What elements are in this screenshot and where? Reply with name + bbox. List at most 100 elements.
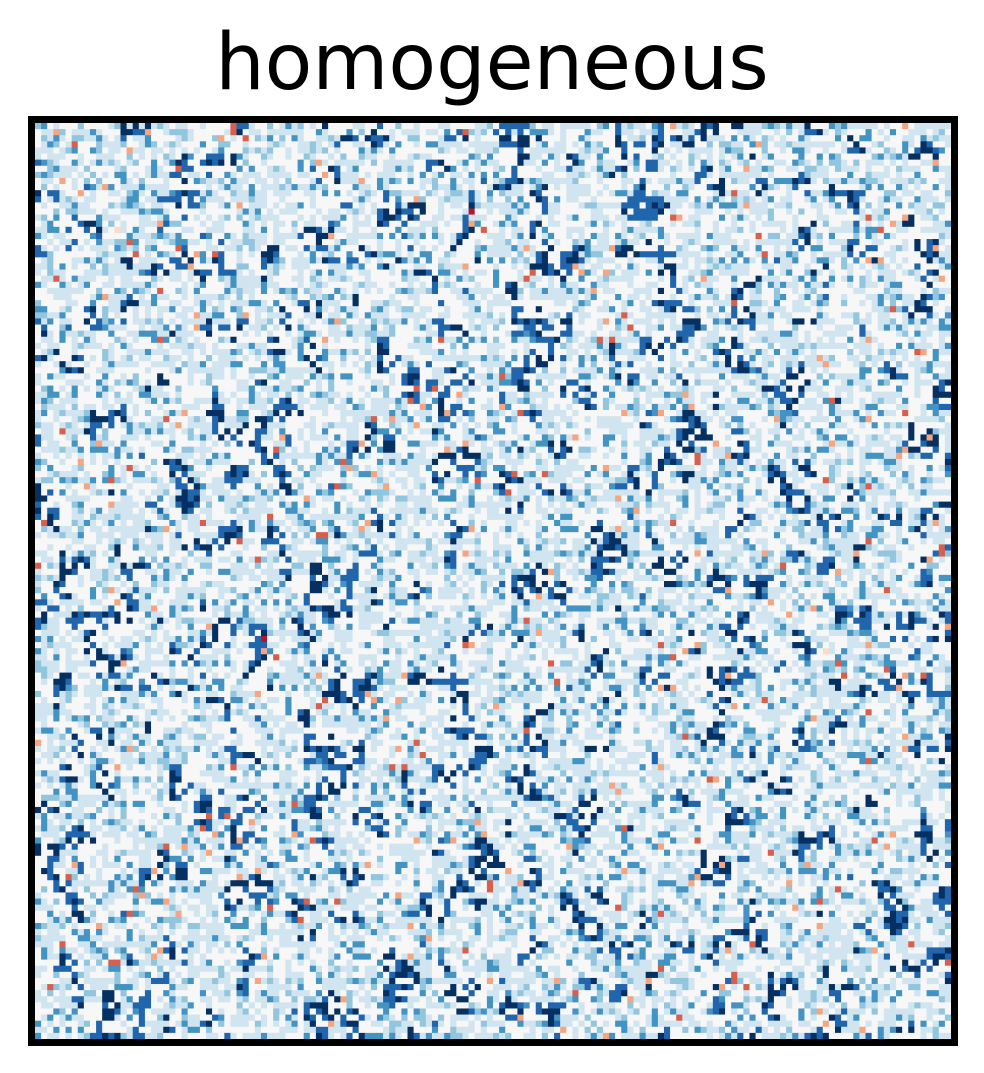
heatmap-cell bbox=[572, 275, 579, 283]
heatmap-cell bbox=[218, 184, 225, 191]
heatmap-cell bbox=[35, 159, 42, 167]
heatmap-cell bbox=[383, 312, 390, 319]
heatmap-cell bbox=[547, 263, 555, 270]
heatmap-cell bbox=[505, 135, 512, 142]
heatmap-cell bbox=[242, 190, 250, 197]
heatmap-cell bbox=[853, 220, 860, 228]
heatmap-cell bbox=[676, 159, 683, 167]
heatmap-cell bbox=[822, 141, 830, 148]
heatmap-cell bbox=[529, 257, 537, 264]
heatmap-cell bbox=[566, 141, 573, 148]
heatmap-cell bbox=[889, 257, 897, 264]
heatmap-cell bbox=[841, 141, 848, 148]
heatmap-cell bbox=[688, 300, 695, 307]
heatmap-cell bbox=[920, 251, 927, 258]
heatmap-cell bbox=[804, 275, 811, 283]
heatmap-cell bbox=[511, 239, 518, 246]
heatmap-cell bbox=[718, 232, 726, 240]
heatmap-cell bbox=[926, 281, 934, 289]
heatmap-cell bbox=[615, 275, 622, 283]
heatmap-cell bbox=[431, 318, 439, 325]
heatmap-cell bbox=[462, 184, 469, 191]
heatmap-cell bbox=[346, 239, 353, 246]
heatmap-cell bbox=[474, 281, 482, 289]
heatmap-cell bbox=[254, 226, 262, 234]
heatmap-cell bbox=[749, 269, 756, 277]
heatmap-cell bbox=[89, 141, 97, 148]
heatmap-cell bbox=[328, 269, 335, 277]
heatmap-cell bbox=[163, 171, 170, 179]
heatmap-cell bbox=[462, 239, 469, 246]
heatmap-cell bbox=[572, 257, 579, 264]
heatmap-cell bbox=[853, 245, 860, 252]
heatmap-cell bbox=[151, 232, 158, 240]
heatmap-cell bbox=[590, 281, 598, 289]
heatmap-cell bbox=[413, 306, 421, 313]
heatmap-cell bbox=[792, 312, 799, 319]
heatmap-cell bbox=[767, 232, 775, 240]
heatmap-cell bbox=[41, 220, 48, 228]
heatmap-cell bbox=[645, 312, 653, 319]
heatmap-cell bbox=[871, 293, 879, 301]
heatmap-cell bbox=[572, 232, 579, 240]
heatmap-cell bbox=[792, 165, 799, 173]
heatmap-cell bbox=[151, 312, 158, 319]
heatmap-cell bbox=[889, 153, 897, 161]
heatmap-cell bbox=[584, 232, 592, 240]
heatmap-cell bbox=[96, 263, 103, 270]
heatmap-cell bbox=[590, 135, 598, 142]
heatmap-cell bbox=[254, 147, 262, 154]
heatmap-cell bbox=[486, 306, 494, 313]
heatmap-cell bbox=[841, 135, 848, 142]
heatmap-cell bbox=[340, 275, 347, 283]
heatmap-cell bbox=[834, 245, 842, 252]
heatmap-cell bbox=[645, 226, 653, 234]
heatmap-cell bbox=[144, 245, 152, 252]
heatmap-cell bbox=[309, 190, 317, 197]
heatmap-cell bbox=[706, 165, 714, 173]
heatmap-cell bbox=[560, 306, 567, 313]
heatmap-cell bbox=[425, 171, 433, 179]
heatmap-cell bbox=[889, 159, 897, 167]
heatmap-cell bbox=[914, 123, 921, 130]
heatmap-cell bbox=[474, 306, 482, 313]
heatmap-cell bbox=[645, 153, 653, 161]
heatmap-cell bbox=[517, 232, 524, 240]
heatmap-cell bbox=[920, 269, 927, 277]
heatmap-cell bbox=[315, 190, 323, 197]
heatmap-cell bbox=[315, 257, 323, 264]
heatmap-cell bbox=[376, 123, 384, 130]
heatmap-cell bbox=[205, 159, 213, 167]
heatmap-cell bbox=[517, 312, 524, 319]
heatmap-cell bbox=[212, 251, 219, 258]
heatmap-cell bbox=[297, 312, 305, 319]
heatmap-cell bbox=[663, 202, 671, 209]
heatmap-cell bbox=[376, 312, 384, 319]
heatmap-cell bbox=[645, 300, 653, 307]
heatmap-cell bbox=[352, 196, 360, 203]
heatmap-cell bbox=[602, 214, 610, 222]
heatmap-cell bbox=[493, 123, 500, 130]
heatmap-cell bbox=[77, 263, 85, 270]
heatmap-cell bbox=[609, 287, 616, 295]
heatmap-cell bbox=[47, 306, 54, 313]
heatmap-cell bbox=[841, 251, 848, 258]
heatmap-cell bbox=[212, 226, 219, 234]
heatmap-cell bbox=[401, 245, 408, 252]
heatmap-cell bbox=[767, 159, 775, 167]
heatmap-cell bbox=[700, 300, 708, 307]
heatmap-cell bbox=[132, 269, 140, 277]
heatmap-cell bbox=[926, 318, 934, 325]
heatmap-cell bbox=[590, 171, 598, 179]
heatmap-cell bbox=[749, 190, 756, 197]
heatmap-cell bbox=[554, 214, 561, 222]
heatmap-cell bbox=[663, 184, 671, 191]
heatmap-cell bbox=[712, 312, 720, 319]
heatmap-cell bbox=[725, 300, 732, 307]
heatmap-cell bbox=[944, 245, 952, 252]
heatmap-cell bbox=[438, 153, 445, 161]
heatmap-cell bbox=[847, 177, 854, 185]
heatmap-cell bbox=[499, 312, 506, 319]
heatmap-cell bbox=[938, 293, 946, 301]
heatmap-cell bbox=[364, 177, 372, 185]
